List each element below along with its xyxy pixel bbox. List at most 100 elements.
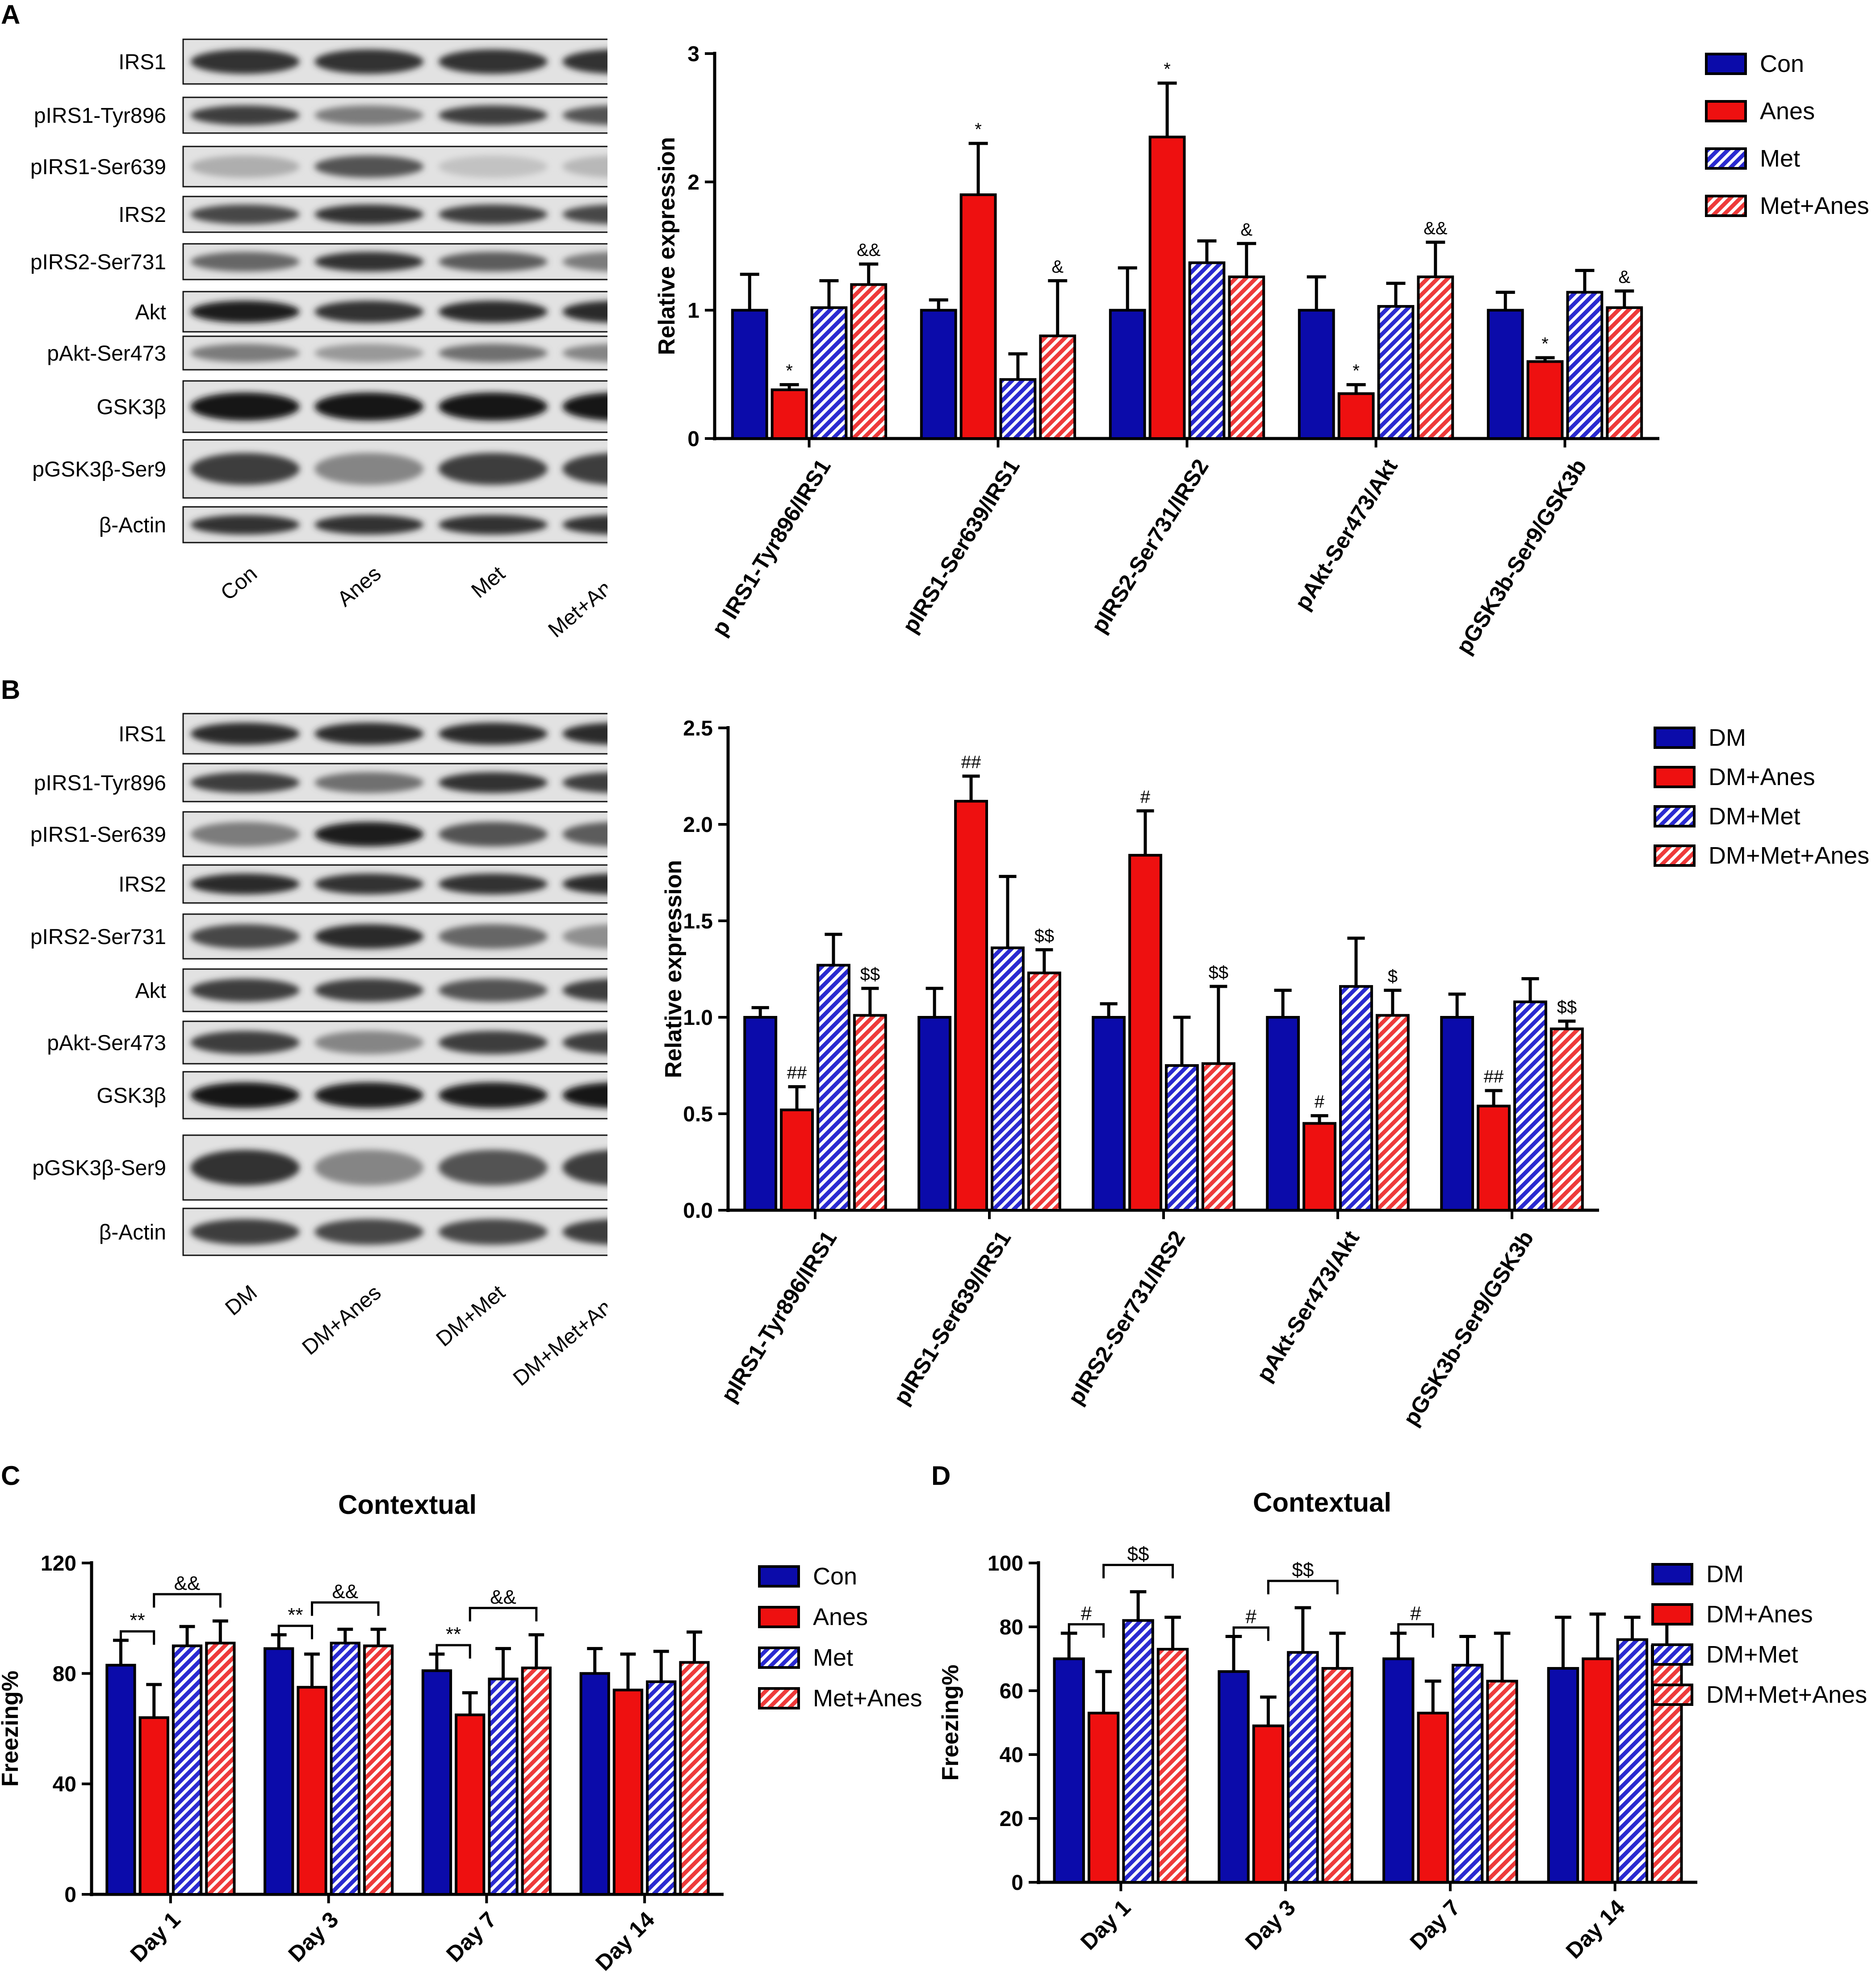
blot-lane-label: DM+Met+Anes	[509, 1281, 607, 1391]
blot-band	[190, 723, 300, 745]
bar	[817, 964, 850, 1212]
blot-band	[314, 155, 424, 178]
blot-band	[190, 822, 300, 847]
significance-bracket	[119, 1630, 155, 1645]
blot-band	[190, 1219, 300, 1245]
blot-band	[562, 301, 607, 323]
bar	[1087, 1712, 1120, 1884]
blot-band	[190, 205, 300, 224]
chart-title: Contextual	[338, 1490, 477, 1520]
blot-band	[314, 453, 424, 485]
significance-mark: $$	[1557, 998, 1577, 1017]
x-tick-label: Day 3	[283, 1907, 343, 1967]
legend-swatch	[1651, 1563, 1693, 1585]
bar	[1027, 971, 1061, 1212]
bar	[1252, 1724, 1285, 1884]
y-tick-label: 2.0	[683, 813, 713, 837]
blot-band	[562, 393, 607, 421]
blot-band	[438, 49, 548, 74]
y-axis-label: Relative expression	[661, 860, 687, 1078]
blot-band	[562, 978, 607, 1002]
bar	[1616, 1638, 1649, 1884]
y-tick-label: 1	[687, 299, 699, 323]
blot-band	[190, 49, 300, 74]
blot-row-label: β-Actin	[99, 1221, 166, 1245]
blot-band	[314, 252, 424, 272]
blot-lane-label: DM	[221, 1281, 262, 1321]
legend-swatch	[1705, 53, 1747, 75]
y-axis-label: Freezing%	[0, 1671, 23, 1787]
bar	[1122, 1619, 1154, 1884]
blot-band	[314, 978, 424, 1002]
bar	[521, 1666, 552, 1896]
bar	[1651, 1644, 1683, 1884]
legend-label: DM+Met+Anes	[1708, 842, 1869, 869]
blot-band	[438, 1219, 548, 1245]
bar	[1298, 309, 1335, 440]
y-tick-label: 0	[687, 427, 699, 451]
y-axis-label: Relative expression	[654, 137, 680, 355]
legend-label: DM+Anes	[1706, 1601, 1813, 1628]
y-tick-label: 40	[1000, 1743, 1023, 1767]
bar	[1566, 291, 1604, 440]
bar	[646, 1680, 677, 1896]
bar	[1109, 309, 1146, 440]
legend-swatch	[1651, 1643, 1693, 1666]
y-tick-label: 100	[988, 1552, 1023, 1575]
blot-row-label: pAkt-Ser473	[47, 342, 166, 366]
blot-band	[438, 515, 548, 535]
legend-swatch	[758, 1687, 800, 1709]
legend-label: DM+Met+Anes	[1706, 1681, 1867, 1708]
blot-band	[190, 1149, 300, 1186]
bar	[679, 1661, 710, 1896]
blot-band	[438, 392, 548, 421]
legend-swatch	[1705, 147, 1747, 170]
blot-band	[438, 1149, 548, 1186]
blot-row-label: pGSK3β-Ser9	[32, 1157, 166, 1180]
blot-lane-label: Anes	[333, 562, 385, 611]
bar	[920, 309, 957, 440]
blot-band	[438, 343, 548, 363]
significance-mark: &	[1618, 267, 1630, 287]
significance-bracket	[469, 1607, 538, 1621]
bar	[1201, 1062, 1235, 1212]
blot-row-label: Akt	[135, 301, 166, 324]
significance-bracket	[1267, 1580, 1339, 1595]
blot-band	[562, 723, 607, 745]
bar	[1228, 275, 1265, 440]
blot-band	[562, 155, 607, 178]
bar	[991, 946, 1025, 1212]
bracket-label: $$	[1127, 1543, 1149, 1565]
blot-band	[314, 392, 424, 421]
bracket-label: #	[1245, 1605, 1256, 1627]
significance-mark: *	[1353, 361, 1360, 380]
legend-swatch	[1705, 195, 1747, 217]
blot-band	[314, 1082, 424, 1108]
legend-swatch	[758, 1647, 800, 1669]
y-tick-label: 0	[64, 1883, 76, 1907]
significance-mark: $	[1388, 967, 1398, 986]
blot-row-label: β-Actin	[99, 514, 166, 537]
x-tick-label: Day 3	[1240, 1895, 1300, 1955]
y-tick-label: 2.5	[683, 717, 713, 740]
bracket-label: **	[130, 1609, 145, 1631]
significance-mark: *	[1541, 334, 1549, 354]
x-tick-label: Day 14	[590, 1907, 659, 1976]
bar-chart-c: Contextual Freezing% 0 40 80 120 Day 1 Day 3 Day…	[0, 1490, 922, 1976]
x-tick-label: pIRS2-Ser731/IRS2	[1086, 455, 1214, 637]
blot-lane-label: DM+Met	[432, 1281, 510, 1351]
blot-band	[314, 105, 424, 125]
significance-mark: ##	[961, 752, 981, 772]
legend-swatch	[1654, 844, 1696, 867]
bar	[1382, 1657, 1415, 1884]
panel-letter-b: B	[1, 675, 21, 705]
blot-band	[314, 49, 424, 74]
blot-band	[562, 772, 607, 793]
significance-mark: $$	[860, 965, 880, 984]
bar	[810, 306, 848, 440]
bar	[1417, 1712, 1449, 1884]
blot-band	[562, 49, 607, 74]
blot-row-label: pAkt-Ser473	[47, 1032, 166, 1055]
bar	[1375, 1014, 1410, 1212]
